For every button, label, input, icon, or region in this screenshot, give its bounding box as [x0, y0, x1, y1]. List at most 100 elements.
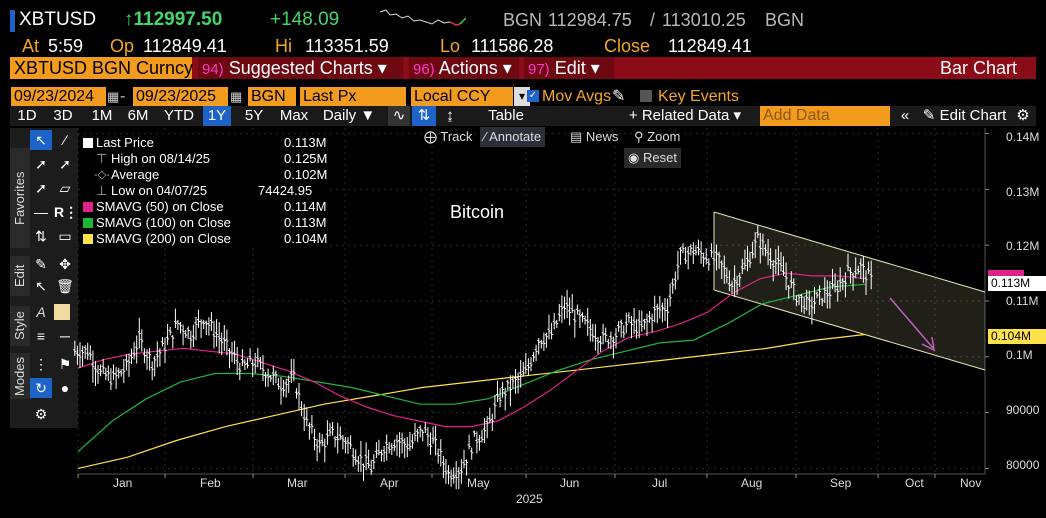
pencil-icon[interactable]: ✎ [612, 88, 626, 105]
last-price-badge: 0.113M [988, 276, 1046, 291]
end-date-field[interactable]: 09/23/2025 [133, 87, 228, 106]
sparkline [379, 6, 467, 36]
sma200-line [77, 333, 866, 469]
currency-selector[interactable]: Local CCY [411, 87, 513, 106]
start-date-field[interactable]: 09/23/2024 [11, 87, 106, 106]
annotate-icon: ∕ [484, 129, 487, 144]
period-ytd[interactable]: YTD [164, 107, 194, 124]
zoom-tool[interactable]: ⚲ Zoom [630, 127, 684, 147]
legend-value: 0.113M [284, 135, 327, 150]
bar-style-icon[interactable]: ↨ [446, 107, 454, 124]
legend-name: Last Price [96, 135, 154, 150]
actions-menu[interactable]: 96) Actions ▾ [409, 57, 519, 79]
collapse-icon[interactable]: « [900, 107, 910, 124]
field-selector[interactable]: Last Px [300, 87, 406, 106]
source-field[interactable]: BGN [248, 87, 296, 106]
legend-name: High on 08/14/25 [111, 151, 211, 166]
horizontal-line-icon[interactable]: — [34, 204, 48, 220]
key-events-label: Key Events [658, 88, 739, 105]
line-weight-icon[interactable]: ─ [60, 328, 70, 344]
draw-line-icon[interactable]: ∕ [63, 132, 67, 148]
low-marker-icon: ⊥ [96, 183, 108, 198]
annotate-tool[interactable]: ∕ Annotate [480, 127, 546, 147]
edit-label: Edit ▾ [554, 58, 600, 78]
news-tool[interactable]: ▤ News [566, 127, 622, 147]
move-icon[interactable]: ✥ [59, 256, 71, 272]
reset-button[interactable]: ◉ Reset [624, 148, 681, 168]
security-field[interactable]: XBTUSD BGN Curncy [10, 57, 193, 79]
segment-icon[interactable]: ➚ [35, 180, 47, 196]
bar-chart-icon[interactable]: ⇅ [412, 106, 436, 126]
line-chart-icon[interactable]: ∿ [388, 106, 410, 126]
period-6m[interactable]: 6M [127, 107, 149, 124]
currency-dropdown-icon[interactable]: ▾ [514, 87, 530, 106]
refresh-mode-icon[interactable]: ↻ [30, 378, 52, 398]
mov-avgs-checkbox[interactable]: ✓ [527, 90, 539, 102]
y-tick-label: 0.1M [1006, 348, 1033, 362]
open-value: 112849.41 [143, 36, 227, 56]
legend-swatch-last-price [83, 138, 93, 148]
x-tick-label: Jun [560, 476, 580, 490]
price-bars [73, 225, 873, 490]
legend-value: 0.125M [284, 151, 328, 166]
pen-icon[interactable]: ✎ [35, 256, 47, 272]
period-1y[interactable]: 1Y [203, 106, 231, 126]
period-1m[interactable]: 1M [91, 107, 113, 124]
zoom-magnifier-icon: ⚲ [634, 129, 644, 144]
crosshair-mode-icon[interactable]: ⋮ [34, 356, 48, 372]
select-icon[interactable]: ↖ [35, 278, 47, 294]
track-crosshair-icon: ⨁ [424, 129, 437, 144]
cursor-icon[interactable]: ↖ [30, 130, 52, 150]
channel-icon[interactable]: ▱ [59, 180, 71, 196]
x-tick-label: Apr [380, 476, 399, 490]
legend-swatch-sma100 [83, 218, 93, 228]
x-tick-label: Jan [113, 476, 133, 490]
ticker: XBTUSD [19, 9, 97, 30]
frequency-selector[interactable]: Daily ▼ [322, 107, 376, 124]
retracement-icon[interactable]: R⋮ [54, 204, 79, 220]
fibonacci-icon[interactable]: ⇅ [35, 228, 47, 244]
period-5y[interactable]: 5Y [244, 107, 264, 124]
legend-swatch-sma200 [83, 234, 93, 244]
period-3d[interactable]: 3D [53, 107, 73, 124]
period-1d[interactable]: 1D [17, 107, 37, 124]
y-tick-label: 80000 [1006, 458, 1040, 472]
rectangle-icon[interactable]: ▭ [58, 228, 72, 244]
sma100-path [77, 283, 866, 453]
settings-gear-icon[interactable]: ⚙ [1016, 107, 1030, 124]
legend-value: 74424.95 [258, 183, 313, 198]
table-button[interactable]: Table [488, 107, 524, 124]
line-style-icon[interactable]: ≡ [36, 328, 46, 344]
add-data-input[interactable]: Add Data [760, 106, 890, 126]
fill-color-icon[interactable] [54, 304, 70, 320]
trend-line-icon[interactable]: ➚ [35, 156, 47, 172]
related-data-button[interactable]: + Related Data ▾ [628, 107, 742, 124]
at-label: At [22, 36, 40, 56]
text-style-icon[interactable]: A [36, 304, 46, 320]
trash-icon[interactable]: 🗑 [56, 278, 74, 294]
high-label: Hi [275, 36, 292, 56]
sma200-path [77, 333, 866, 469]
key-events-checkbox[interactable] [640, 90, 652, 102]
sidebar-settings-icon[interactable]: ⚙ [34, 406, 48, 422]
end-calendar-icon[interactable]: ▦ [230, 89, 243, 104]
edit-menu[interactable]: 97) Edit ▾ [524, 57, 614, 79]
x-tick-label: Aug [741, 476, 763, 490]
bid-ask-separator: / [650, 10, 656, 30]
track-tool[interactable]: ⨁ Track [420, 127, 476, 147]
color-palette-icon[interactable]: ● [60, 380, 70, 396]
bitcoin-annotation[interactable]: Bitcoin [450, 202, 505, 222]
ray-line-icon[interactable]: ➚ [59, 156, 71, 172]
y-tick-label: 0.12M [1006, 239, 1040, 253]
suggested-charts-menu[interactable]: 94) Suggested Charts ▾ [198, 57, 403, 79]
magnet-mode-icon[interactable]: ⚑ [58, 356, 72, 372]
low-value: 111586.28 [471, 36, 554, 56]
x-year-label: 2025 [516, 492, 543, 506]
sma50-line [77, 272, 866, 428]
edit-chart-button[interactable]: Edit Chart [939, 107, 1007, 124]
high-value: 113351.59 [305, 36, 389, 56]
period-max[interactable]: Max [279, 107, 309, 124]
x-tick-label: Feb [200, 476, 221, 490]
start-calendar-icon[interactable]: ▦ [107, 89, 120, 104]
